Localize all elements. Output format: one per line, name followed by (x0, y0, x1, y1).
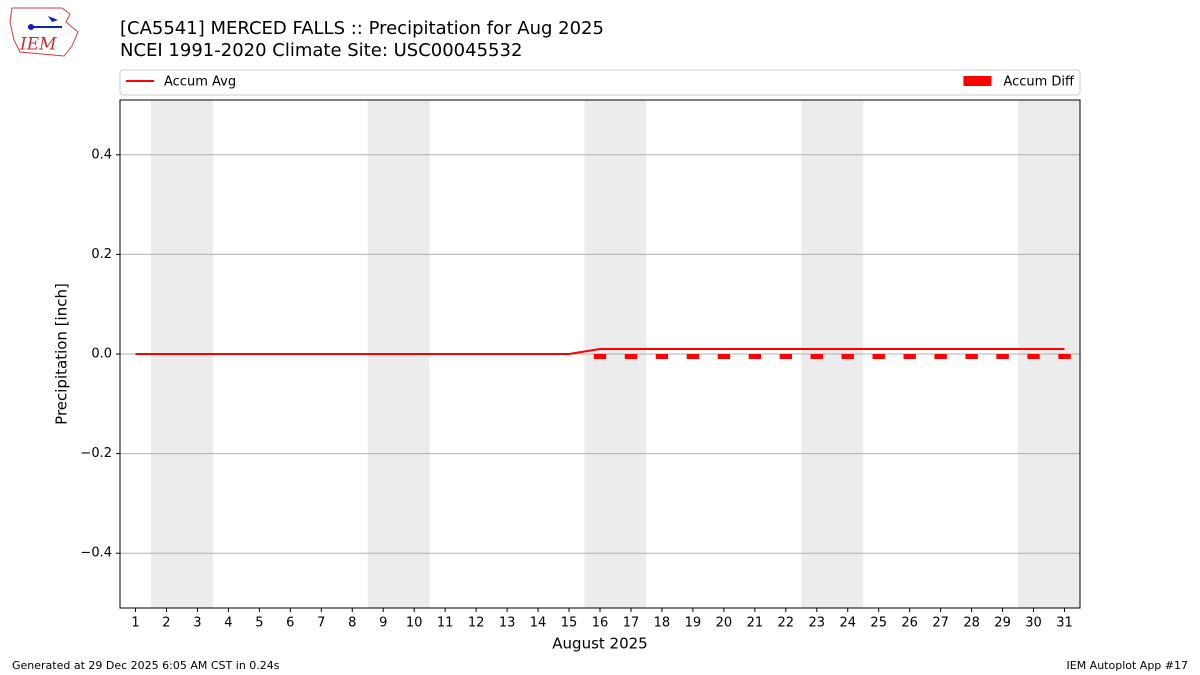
y-tick-label: 0.2 (91, 247, 112, 262)
x-tick-label: 19 (685, 616, 702, 631)
x-tick-label: 10 (406, 616, 423, 631)
bar (1027, 354, 1040, 359)
bar (934, 354, 947, 359)
legend-swatch (963, 76, 992, 86)
x-tick-label: 12 (468, 616, 485, 631)
footer-right: IEM Autoplot App #17 (1067, 659, 1189, 672)
x-tick-label: 11 (437, 616, 454, 631)
chart-subtitle: NCEI 1991-2020 Climate Site: USC00045532 (120, 40, 522, 61)
x-tick-label: 4 (224, 616, 232, 631)
x-tick-label: 13 (499, 616, 516, 631)
x-tick-label: 30 (1025, 616, 1042, 631)
x-tick-label: 24 (839, 616, 856, 631)
bar (686, 354, 700, 359)
bar (748, 354, 762, 359)
x-tick-label: 29 (994, 616, 1011, 631)
y-tick-label: 0.4 (91, 147, 112, 162)
y-axis-label: Precipitation [inch] (53, 283, 71, 425)
bar (872, 354, 885, 359)
x-tick-label: 6 (286, 616, 294, 631)
y-tick-label: −0.4 (80, 546, 112, 561)
x-tick-label: 16 (592, 616, 609, 631)
x-tick-label: 23 (809, 616, 826, 631)
bar (810, 354, 823, 359)
footer-left: Generated at 29 Dec 2025 6:05 AM CST in … (12, 659, 280, 672)
x-tick-label: 17 (623, 616, 640, 631)
x-tick-label: 14 (530, 616, 547, 631)
x-tick-label: 15 (561, 616, 578, 631)
x-tick-label: 28 (963, 616, 980, 631)
bar (593, 354, 607, 359)
bar (624, 354, 638, 359)
bar (996, 354, 1009, 359)
bar (717, 354, 731, 359)
x-tick-label: 31 (1056, 616, 1073, 631)
x-tick-label: 20 (716, 616, 733, 631)
bar (779, 354, 792, 359)
chart-title: [CA5541] MERCED FALLS :: Precipitation f… (120, 18, 604, 39)
line (135, 348, 1065, 355)
x-tick-label: 22 (778, 616, 795, 631)
x-tick-label: 21 (747, 616, 764, 631)
x-tick-label: 27 (932, 616, 949, 631)
y-tick-label: −0.2 (80, 446, 112, 461)
logo: IEM (9, 7, 79, 57)
x-tick-label: 5 (255, 616, 263, 631)
x-tick-label: 1 (131, 616, 139, 631)
y-tick-label: 0.0 (91, 347, 112, 362)
x-tick-label: 2 (162, 616, 170, 631)
x-tick-label: 3 (193, 616, 201, 631)
x-tick-label: 9 (379, 616, 387, 631)
x-axis-label: August 2025 (552, 635, 647, 653)
legend-label: Accum Diff (1003, 75, 1075, 90)
bar (841, 354, 854, 359)
bar (1058, 354, 1071, 359)
bar (655, 354, 669, 359)
x-tick-label: 7 (317, 616, 325, 631)
plot-frame (119, 99, 1081, 609)
logo-text: IEM (19, 35, 57, 55)
legend-box (119, 69, 1081, 96)
bar (903, 354, 916, 359)
x-tick-label: 25 (870, 616, 887, 631)
legend-label: Accum Avg (164, 75, 236, 90)
x-tick-label: 18 (654, 616, 671, 631)
x-tick-label: 26 (901, 616, 918, 631)
bar (965, 354, 978, 359)
x-tick-label: 8 (348, 616, 356, 631)
